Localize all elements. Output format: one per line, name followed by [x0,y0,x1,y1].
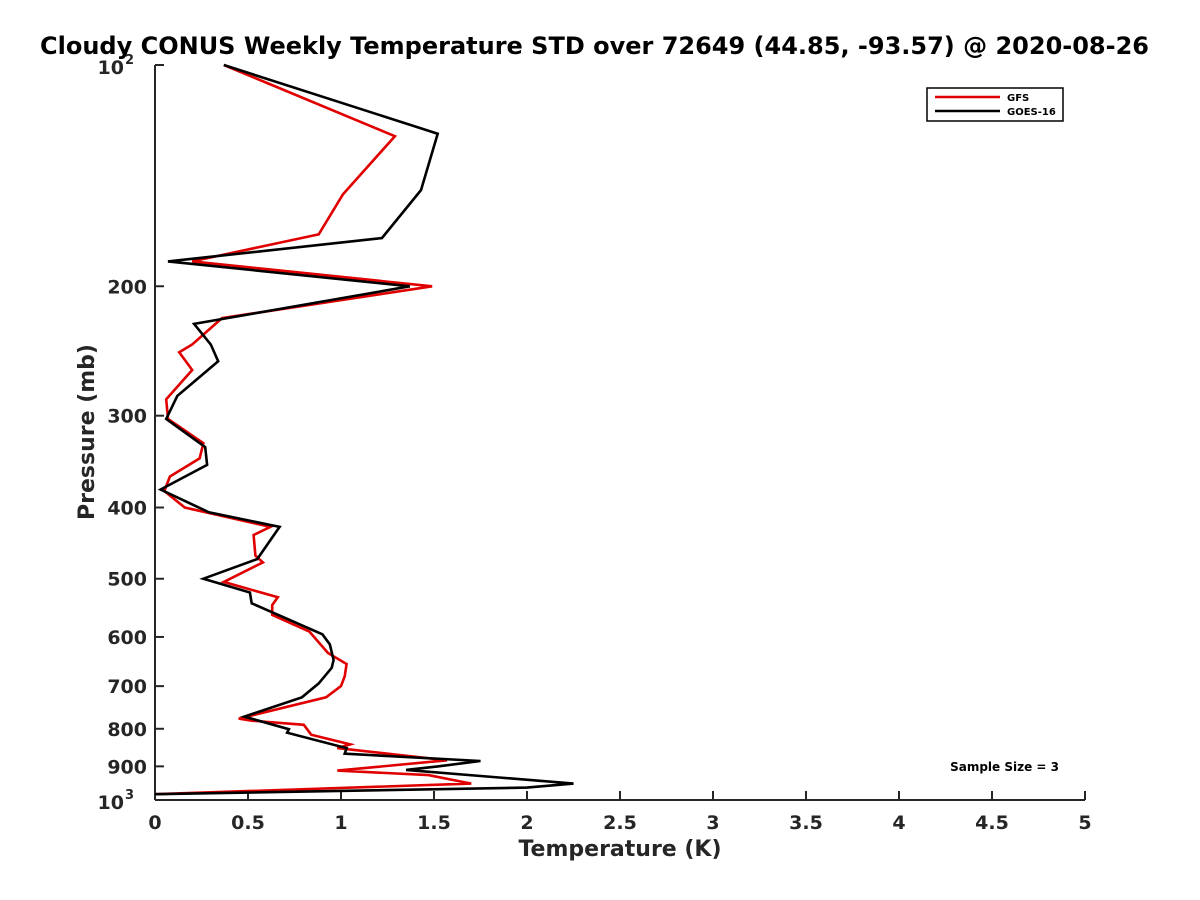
y-tick-exponent: 3 [125,788,134,803]
sample-size-annotation: Sample Size = 3 [950,760,1059,774]
series-line-gfs [154,63,472,796]
y-tick-label: 600 [107,627,147,649]
legend-label: GOES-16 [1007,107,1056,118]
y-tick-label: 200 [107,276,147,298]
y-tick-label: 800 [107,719,147,741]
y-tick-label: 900 [107,756,147,778]
legend-label: GFS [1007,93,1029,104]
chart-title: Cloudy CONUS Weekly Temperature STD over… [40,32,1149,60]
x-tick-label: 0 [148,812,161,834]
y-tick-base: 10 [98,57,124,79]
x-tick-label: 2 [520,812,533,834]
x-tick-label: 4 [892,812,905,834]
legend: GFS GOES-16 [926,87,1064,122]
x-tick-label: 3.5 [789,812,823,834]
y-tick-label: 700 [107,676,147,698]
y-tick-label: 400 [107,498,147,520]
x-tick-label: 2.5 [603,812,637,834]
y-tick-base: 10 [98,792,124,814]
x-tick-label: 1 [334,812,347,834]
y-tick-label: 300 [107,406,147,428]
y-tick-label: 500 [107,569,147,591]
series-line-goes-16 [154,63,574,796]
x-tick-label: 4.5 [975,812,1009,834]
x-axis-ticks: 0 0.5 1 1.5 2 2.5 3 3.5 4 4.5 5 [148,791,1092,834]
x-tick-label: 0.5 [231,812,265,834]
legend-box [926,87,1064,122]
y-tick-exponent: 2 [125,53,134,68]
x-tick-label: 1.5 [417,812,451,834]
series-layer [154,63,574,796]
plot-area [154,65,1085,801]
y-tick-label: 10 3 [98,788,135,814]
y-axis-label: Pressure (mb) [75,344,100,520]
y-tick-label: 10 2 [98,53,135,79]
x-tick-label: 5 [1078,812,1091,834]
x-tick-label: 3 [706,812,719,834]
x-axis-label: Temperature (K) [518,837,721,862]
